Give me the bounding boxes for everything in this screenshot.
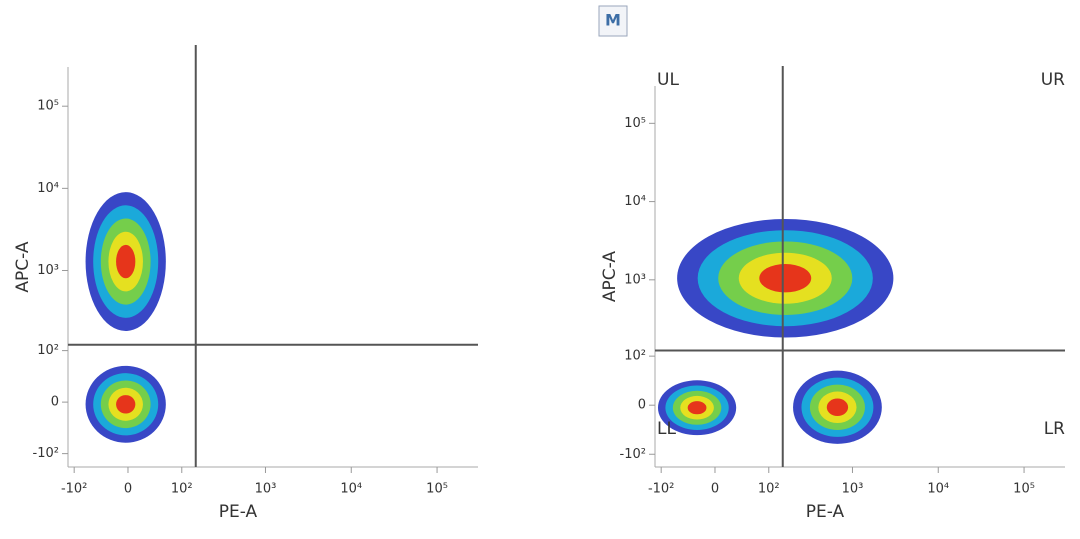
y-tick-label: 10⁵ xyxy=(624,116,646,131)
x-axis-title: PE-A xyxy=(219,502,258,522)
population-density xyxy=(116,244,136,279)
x-tick-label: 10⁴ xyxy=(340,482,362,497)
m-button[interactable] xyxy=(598,5,628,37)
y-axis-title: APC-A xyxy=(600,251,620,303)
y-tick-label: 10⁴ xyxy=(624,194,646,209)
y-tick-label: 0 xyxy=(51,395,59,410)
y-tick-label: 0 xyxy=(638,398,646,413)
x-tick-label: -10² xyxy=(648,482,674,497)
x-tick-label: -10² xyxy=(61,482,87,497)
quadrant-label: UR xyxy=(1041,70,1065,90)
y-tick-label: 10⁴ xyxy=(37,181,59,196)
quadrant-label: LL xyxy=(657,419,676,439)
quadrant-label: UL xyxy=(657,70,679,90)
y-tick-label: -10² xyxy=(33,446,59,461)
y-axis-title: APC-A xyxy=(13,241,33,293)
x-tick-label: 0 xyxy=(124,482,132,497)
y-tick-label: 10³ xyxy=(624,272,646,287)
population-density xyxy=(759,263,812,293)
x-tick-label: 10⁵ xyxy=(426,482,448,497)
x-tick-label: 10³ xyxy=(842,482,864,497)
x-tick-label: 10³ xyxy=(255,482,277,497)
x-tick-label: 10² xyxy=(171,482,193,497)
population-density xyxy=(687,401,707,415)
x-tick-label: 10⁴ xyxy=(927,482,949,497)
y-tick-label: 10⁵ xyxy=(37,99,59,114)
x-axis-title: PE-A xyxy=(806,502,845,522)
m-button-label[interactable]: M xyxy=(605,11,621,30)
y-tick-label: 10³ xyxy=(37,263,59,278)
y-tick-label: -10² xyxy=(620,447,646,462)
x-tick-label: 10² xyxy=(758,482,780,497)
y-tick-label: 10² xyxy=(624,349,646,364)
population-density xyxy=(116,395,136,414)
quadrant-label: LR xyxy=(1044,419,1065,439)
y-tick-label: 10² xyxy=(37,343,59,358)
x-tick-label: 0 xyxy=(711,482,719,497)
population-density xyxy=(826,398,849,417)
x-tick-label: 10⁵ xyxy=(1013,482,1035,497)
